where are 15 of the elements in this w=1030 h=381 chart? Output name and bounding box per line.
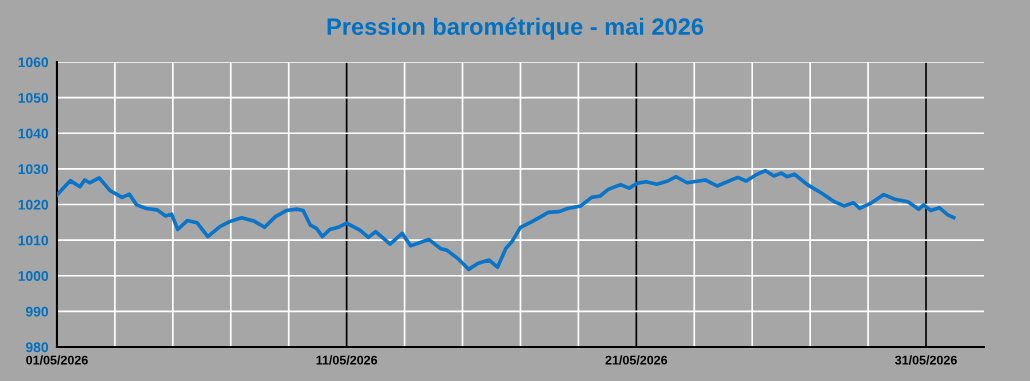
y-tick-label: 980 bbox=[25, 342, 49, 353]
y-tick-label: 1010 bbox=[18, 235, 49, 246]
y-tick-label: 1060 bbox=[18, 57, 49, 68]
line-series bbox=[56, 168, 956, 272]
x-tick-label: 11/05/2026 bbox=[316, 355, 378, 365]
x-tick-label: 31/05/2026 bbox=[895, 355, 957, 365]
y-tick-label: 1020 bbox=[18, 199, 49, 210]
y-tick-label: 1050 bbox=[18, 92, 49, 103]
y-tick-label: 1040 bbox=[18, 128, 49, 139]
x-tick-label: 01/05/2026 bbox=[26, 355, 88, 365]
x-tick-label: 21/05/2026 bbox=[605, 355, 668, 365]
y-tick-label: 1000 bbox=[18, 271, 49, 281]
chart-title: Pression barométrique - mai 2026 bbox=[327, 17, 704, 40]
y-tick-label: 990 bbox=[25, 306, 49, 317]
y-tick-label: 1030 bbox=[18, 164, 49, 175]
